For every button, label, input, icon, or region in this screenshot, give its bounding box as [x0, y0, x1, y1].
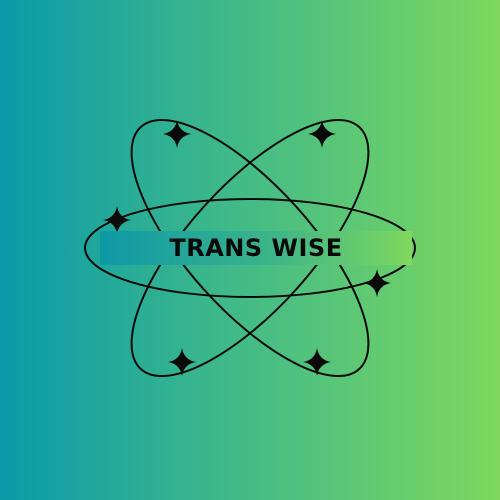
sparkle-icon [363, 269, 391, 297]
brand-name-band: TRANS WISE [100, 231, 412, 265]
sparkle-icon [308, 120, 336, 148]
orbit-diagonal-right [130, 118, 370, 378]
sparkle-icon [163, 120, 191, 148]
orbit-diagonal-left [130, 118, 370, 378]
sparkle-icon [303, 348, 331, 376]
sparkle-icon [103, 206, 131, 234]
sparkle-icon [168, 348, 196, 376]
brand-name: TRANS WISE [169, 234, 343, 262]
orbit-horizontal [84, 198, 416, 298]
